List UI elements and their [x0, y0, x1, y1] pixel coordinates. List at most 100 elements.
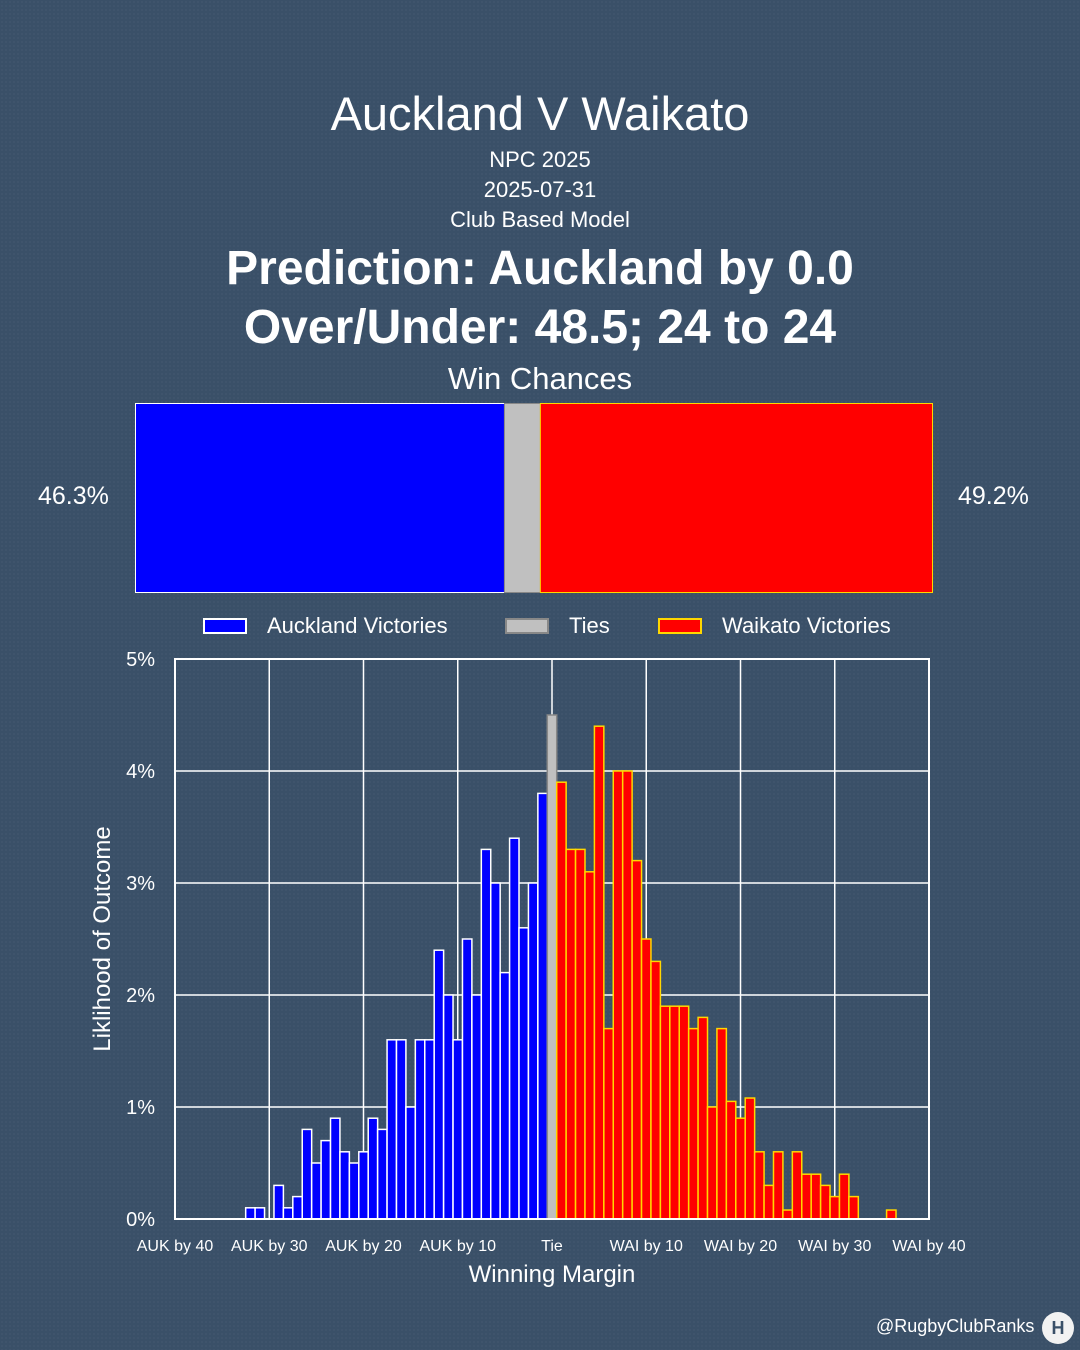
x-tick-label: Tie [541, 1238, 563, 1255]
over-under-text: Over/Under: 48.5; 24 to 24 [243, 301, 837, 354]
bar-home [348, 1162, 360, 1220]
bar-away [584, 871, 596, 1220]
bar-away [735, 1117, 746, 1220]
bar-away [829, 1195, 841, 1220]
bar-away [565, 848, 577, 1220]
legend-label-home: Auckland Victories [267, 613, 448, 638]
bar-away [744, 1097, 756, 1220]
y-tick-label: 5% [126, 649, 155, 671]
legend-label-away: Waikato Victories [722, 613, 891, 638]
plot-frame [174, 658, 930, 1220]
bar-home [471, 994, 483, 1220]
bar-away [801, 1173, 812, 1220]
win-bar-home [135, 403, 505, 593]
margin-histogram: 0% 1% 2% 3% 4% 5% AUK by 40 AUK by 30 AUK by 20… [89, 649, 966, 1288]
bar-home [480, 848, 492, 1220]
x-tick-label: WAI by 40 [892, 1238, 965, 1255]
bar-home [254, 1207, 266, 1220]
bar-home [442, 994, 454, 1220]
bar-home [499, 971, 511, 1220]
bar-home [414, 1039, 426, 1220]
bar-away [650, 960, 662, 1220]
prediction-text: Prediction: Auckland by 0.0 [226, 242, 854, 295]
bar-home [367, 1117, 379, 1220]
home-win-percent: 46.3% [38, 482, 109, 510]
bar-away [659, 1005, 671, 1220]
win-chances-title: Win Chances [447, 361, 633, 396]
bar-home [301, 1128, 313, 1220]
x-axis-label: Winning Margin [469, 1261, 636, 1288]
bar-away [838, 1173, 850, 1220]
y-tick-label: 0% [126, 1209, 155, 1231]
x-tick-label: AUK by 40 [137, 1238, 214, 1255]
legend-item-tie: Ties [505, 612, 610, 640]
win-bar-tie [503, 403, 541, 593]
bar-home [537, 792, 549, 1220]
bar-home [395, 1039, 407, 1220]
bar-home [320, 1139, 332, 1220]
bar-away [819, 1184, 831, 1220]
bar-home [518, 927, 530, 1220]
model-label: Club Based Model [450, 207, 630, 232]
bar-away [603, 1027, 615, 1220]
bar-home [244, 1207, 256, 1220]
match-date: 2025-07-31 [483, 177, 597, 202]
x-tick-label: AUK by 30 [231, 1238, 308, 1255]
bar-away [810, 1173, 822, 1220]
brand-logo-icon: H [1042, 1312, 1074, 1344]
bar-home [339, 1151, 351, 1220]
y-axis-label: Liklihood of Outcome [89, 826, 116, 1051]
y-axis-ticks: 0% 1% 2% 3% 4% 5% [126, 649, 155, 1231]
bar-home [527, 882, 539, 1220]
bar-away [885, 1209, 897, 1220]
chart-bars [244, 714, 897, 1220]
bar-away [782, 1209, 794, 1220]
bar-tie [546, 714, 558, 1220]
y-tick-label: 1% [126, 1097, 155, 1119]
bar-home [310, 1162, 322, 1220]
bar-home [424, 1039, 435, 1220]
bar-away [697, 1016, 709, 1220]
bar-away [687, 1027, 699, 1220]
win-bar-away [539, 403, 933, 593]
x-tick-label: WAI by 20 [704, 1238, 777, 1255]
twitter-handle: @RugbyClubRanks [876, 1316, 1035, 1336]
bar-away [640, 938, 652, 1220]
bar-away [669, 1005, 680, 1220]
legend-item-away: Waikato Victories [658, 612, 891, 640]
bar-away [631, 859, 643, 1220]
legend-swatch-away [658, 618, 702, 634]
bar-away [593, 725, 605, 1220]
x-tick-label: WAI by 30 [798, 1238, 871, 1255]
bar-away [678, 1005, 690, 1220]
bar-away [574, 848, 586, 1220]
bar-home [461, 938, 473, 1220]
bar-away [555, 781, 567, 1220]
bar-home [376, 1128, 388, 1220]
x-tick-label: AUK by 10 [420, 1238, 497, 1255]
legend-swatch-tie [505, 618, 549, 634]
x-tick-label: AUK by 20 [325, 1238, 402, 1255]
bar-home [508, 837, 520, 1220]
competition-label: NPC 2025 [489, 147, 591, 172]
y-tick-label: 4% [126, 761, 155, 783]
page-title: Auckland V Waikato [330, 87, 750, 140]
x-axis-ticks: AUK by 40 AUK by 30 AUK by 20 AUK by 10 Tie W… [137, 1238, 966, 1255]
win-chances-bar [135, 403, 933, 593]
bar-home [405, 1106, 417, 1220]
bar-away [612, 770, 624, 1220]
bar-away [706, 1106, 718, 1220]
bar-away [716, 1027, 728, 1220]
bar-away [791, 1151, 803, 1220]
legend-swatch-home [203, 618, 247, 634]
y-tick-label: 2% [126, 985, 155, 1007]
y-tick-label: 3% [126, 873, 155, 895]
bar-home [489, 882, 501, 1220]
x-tick-label: WAI by 10 [610, 1238, 683, 1255]
bar-home [358, 1151, 369, 1220]
legend-item-home: Auckland Victories [203, 612, 448, 640]
bar-away [621, 770, 633, 1220]
bar-away [772, 1151, 784, 1220]
legend-label-tie: Ties [569, 613, 610, 638]
bar-away [725, 1100, 737, 1220]
